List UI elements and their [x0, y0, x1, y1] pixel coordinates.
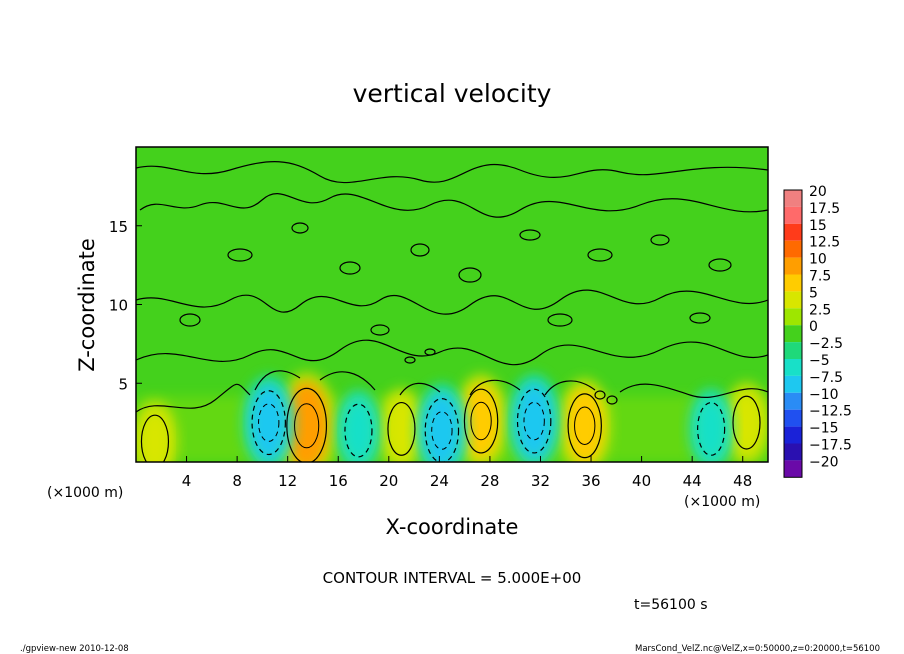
footer-left: ./gpview-new 2010-12-08 [20, 644, 129, 654]
colorbar-segment [784, 190, 802, 207]
x-axis-label: X-coordinate [386, 515, 519, 539]
colorbar-label: 2.5 [809, 302, 831, 318]
x-tick-label: 4 [182, 472, 192, 490]
colorbar-label: −5 [809, 353, 830, 369]
downdraft-core [515, 383, 553, 459]
colorbar-label: −10 [809, 387, 839, 403]
updraft-core [731, 391, 762, 454]
x-tick-label: 36 [581, 472, 600, 490]
downdraft-contour [424, 398, 460, 462]
colorbar-label: 7.5 [809, 269, 831, 285]
updraft-contour [567, 393, 602, 459]
colorbar-segment [784, 342, 802, 359]
updraft-contour [387, 401, 416, 456]
colorbar-segment [784, 460, 802, 478]
updraft-inner-contour [574, 406, 596, 446]
x-tick-label: 8 [232, 472, 242, 490]
updraft-core [386, 397, 417, 460]
colorbar-label: −2.5 [809, 336, 843, 352]
chart-title: vertical velocity [353, 79, 552, 108]
downdraft-core [423, 393, 461, 462]
updraft-contour [286, 387, 328, 462]
colorbar-segment [784, 257, 802, 275]
x-unit-right: (×1000 m) [684, 494, 760, 510]
colorbar-label: 5 [809, 285, 818, 301]
colorbar-segment [784, 223, 802, 241]
y-tick-label: 10 [109, 297, 128, 315]
x-tick-label: 40 [632, 472, 651, 490]
y-tick-label: 15 [109, 218, 128, 236]
y-tick-label: 5 [118, 375, 128, 393]
downdraft-contour [251, 390, 286, 456]
contour-interval-text: CONTOUR INTERVAL = 5.000E+00 [323, 569, 582, 587]
colorbar-segment [784, 443, 802, 461]
x-tick-label: 48 [733, 472, 752, 490]
plot-area [135, 146, 769, 463]
colorbar-label: −17.5 [809, 438, 852, 454]
colorbar-segment [784, 325, 802, 343]
x-tick-label: 24 [430, 472, 449, 490]
updraft-core [462, 383, 500, 459]
x-tick-label: 20 [379, 472, 398, 490]
colorbar-segment [784, 240, 802, 258]
updraft-contour [140, 414, 170, 462]
colorbar-label: −7.5 [809, 370, 843, 386]
downdraft-inner-contour [258, 403, 280, 442]
downdraft-inner-contour [431, 411, 453, 450]
colorbar-label: 10 [809, 252, 827, 268]
colorbar-frame [783, 189, 803, 478]
x-tick-label: 28 [480, 472, 499, 490]
colorbar-segment [784, 392, 802, 410]
colorbar-segment [784, 375, 802, 393]
colorbar-label: 15 [809, 218, 827, 234]
downdraft-inner-contour [523, 401, 545, 441]
x-unit-left: (×1000 m) [47, 485, 123, 501]
downdraft-contour [516, 388, 552, 454]
y-axis-label: Z-coordinate [75, 238, 99, 372]
colorbar: 2017.51512.5107.552.50−2.5−5−7.5−10−12.5… [783, 184, 852, 478]
updraft-core [566, 388, 604, 462]
downdraft-core [250, 385, 288, 461]
colorbar-segment [784, 291, 802, 309]
updraft-core [284, 381, 329, 462]
updraft-core [139, 410, 170, 462]
colorbar-label: −15 [809, 421, 839, 437]
colorbar-segment [784, 308, 802, 326]
x-tick-label: 16 [329, 472, 348, 490]
updraft-inner-contour [294, 403, 320, 449]
colorbar-label: 17.5 [809, 201, 840, 217]
contour-lines [136, 161, 768, 413]
colorbar-segment [784, 206, 802, 224]
downdraft-core [343, 399, 374, 462]
downdraft-contour [344, 403, 373, 458]
x-tick-label: 44 [683, 472, 702, 490]
x-tick-label: 32 [531, 472, 550, 490]
colorbar-segment [784, 426, 802, 444]
y-axis-ticks: 5 10 15 [109, 218, 142, 393]
downdraft-contour [697, 401, 726, 456]
time-label: t=56100 s [634, 597, 708, 613]
updraft-contour [732, 395, 761, 450]
x-axis-ticks: 4 8 12 16 20 24 28 32 36 40 44 48 [182, 456, 752, 490]
downdraft-core [696, 397, 727, 460]
colorbar-label: −12.5 [809, 404, 852, 420]
footer-right: MarsCond_VelZ.nc@VelZ,x=0:50000,z=0:2000… [635, 644, 880, 654]
colorbar-label: 20 [809, 184, 827, 200]
updraft-contour [463, 388, 499, 454]
colorbar-label: 0 [809, 319, 818, 335]
colorbar-segment [784, 409, 802, 427]
colorbar-label: 12.5 [809, 235, 840, 251]
colorbar-segment [784, 359, 802, 376]
updraft-inner-contour [470, 401, 492, 441]
x-tick-label: 12 [278, 472, 297, 490]
colorbar-segment [784, 274, 802, 292]
feature-contours [140, 387, 761, 462]
colorbar-label: −20 [809, 454, 839, 470]
